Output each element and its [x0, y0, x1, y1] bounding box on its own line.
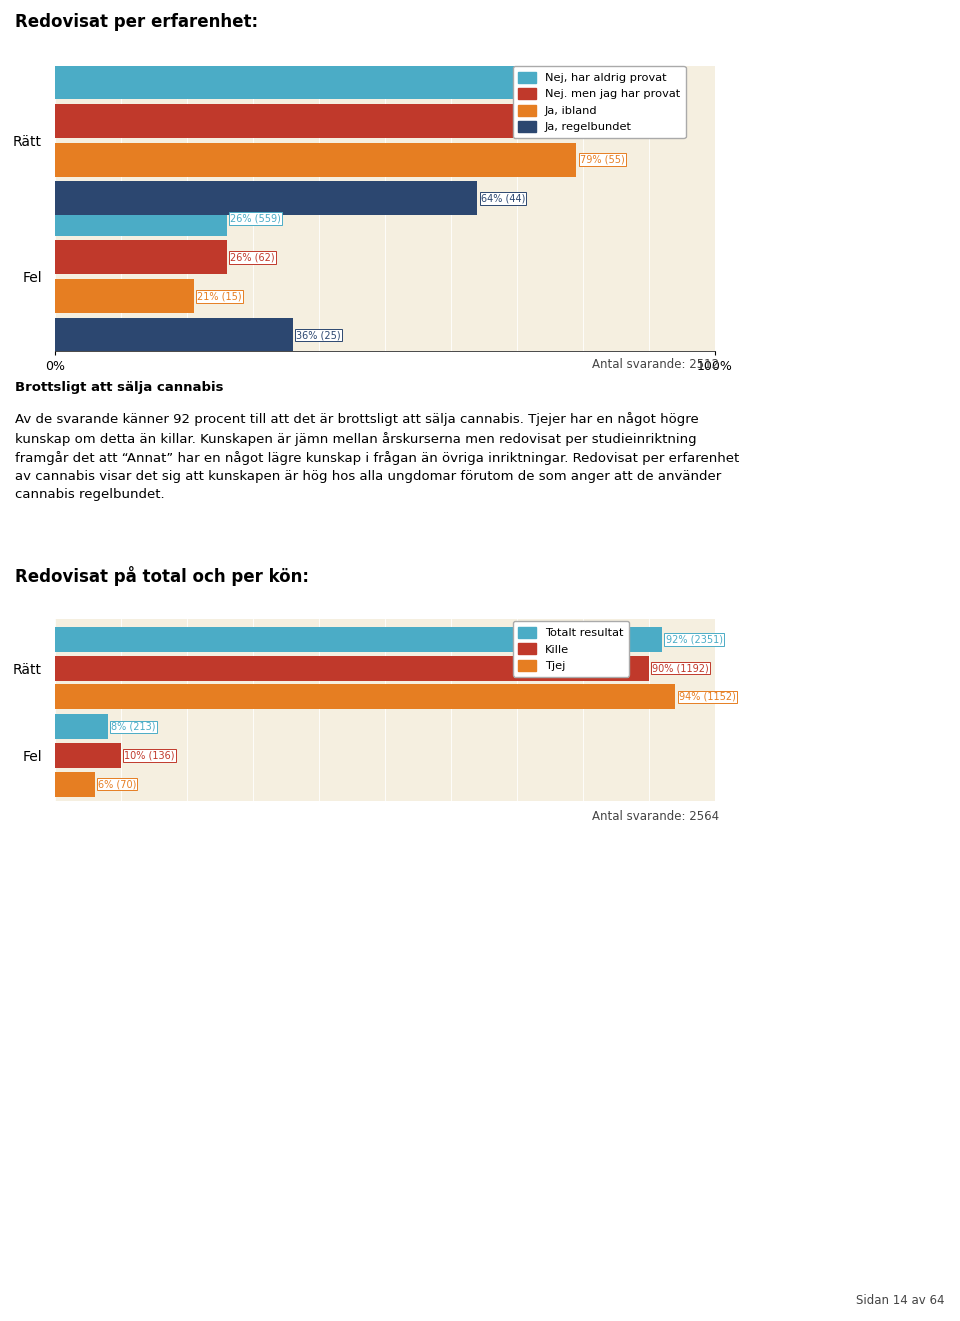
- Text: Sidan 14 av 64: Sidan 14 av 64: [856, 1295, 945, 1306]
- Text: Redovisat per erfarenhet:: Redovisat per erfarenhet:: [15, 13, 258, 30]
- Text: Brottsligt att sälja cannabis: Brottsligt att sälja cannabis: [15, 380, 224, 394]
- Text: 26% (559): 26% (559): [229, 214, 280, 223]
- Text: 79% (55): 79% (55): [580, 155, 624, 165]
- Bar: [55, 181, 477, 215]
- Text: Om man använder cannabis och upptäcks, kan man bli av med sitt körkortstillstånd: Om man använder cannabis och upptäcks, k…: [21, 42, 577, 57]
- Bar: [55, 202, 227, 235]
- Legend: Nej, har aldrig provat, Nej. men jag har provat, Ja, ibland, Ja, regelbundet: Nej, har aldrig provat, Nej. men jag har…: [513, 66, 685, 139]
- Bar: [55, 684, 676, 709]
- Text: Antal svarande: 2512: Antal svarande: 2512: [591, 358, 719, 371]
- Text: 64% (44): 64% (44): [481, 193, 525, 203]
- Text: 8% (213): 8% (213): [111, 721, 156, 732]
- Text: 90% (1192): 90% (1192): [652, 663, 709, 674]
- Text: 21% (15): 21% (15): [197, 292, 242, 301]
- Text: 10% (136): 10% (136): [124, 750, 175, 761]
- Text: Redovisat på total och per kön:: Redovisat på total och per kön:: [15, 567, 309, 587]
- Text: 74% (177): 74% (177): [546, 116, 597, 125]
- Bar: [55, 771, 95, 797]
- Text: 36% (25): 36% (25): [296, 330, 341, 341]
- Bar: [55, 279, 194, 313]
- Text: Det är brottsligt att sälja cannabis: Det är brottsligt att sälja cannabis: [21, 598, 252, 612]
- Bar: [55, 742, 121, 768]
- Legend: Totalt resultat, Kille, Tjej: Totalt resultat, Kille, Tjej: [513, 621, 629, 676]
- Bar: [55, 65, 543, 99]
- Text: Av de svarande känner 92 procent till att det är brottsligt att sälja cannabis. : Av de svarande känner 92 procent till at…: [15, 412, 739, 502]
- Text: 26% (62): 26% (62): [229, 252, 275, 263]
- Text: 92% (2351): 92% (2351): [665, 634, 723, 645]
- Bar: [55, 143, 576, 177]
- Bar: [55, 627, 662, 653]
- Text: 94% (1152): 94% (1152): [679, 692, 735, 701]
- Text: Antal svarande: 2564: Antal svarande: 2564: [591, 810, 719, 823]
- Bar: [55, 715, 108, 740]
- Text: 6% (70): 6% (70): [98, 779, 136, 789]
- Bar: [55, 240, 227, 275]
- Bar: [55, 318, 293, 353]
- Text: 74% (1575): 74% (1575): [546, 77, 604, 87]
- Bar: [55, 103, 543, 137]
- Bar: [55, 655, 649, 680]
